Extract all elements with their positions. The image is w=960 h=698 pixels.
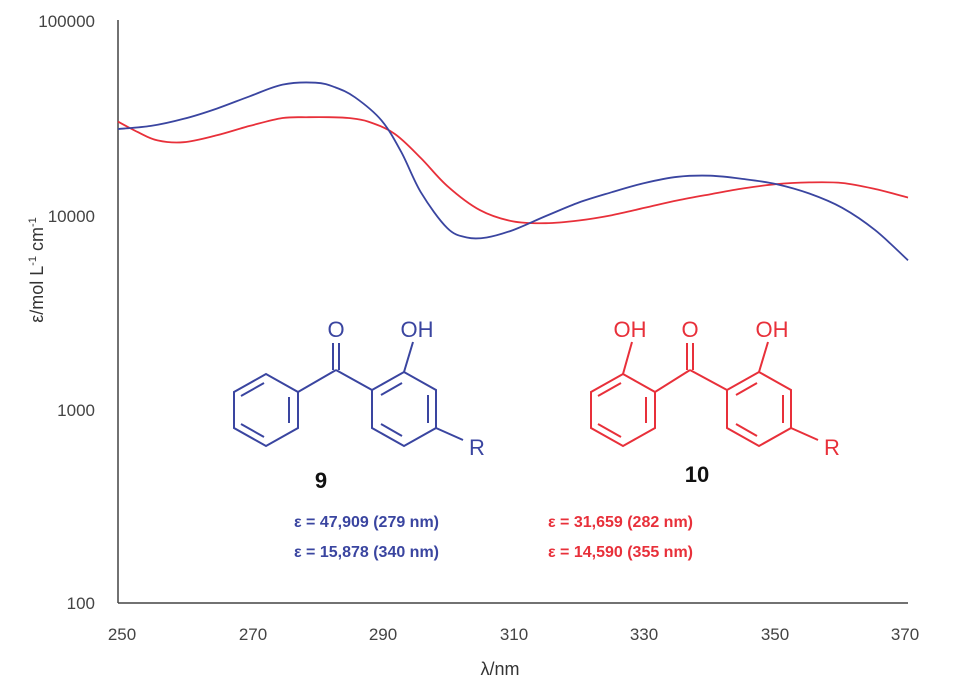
y-tick-label: 100 bbox=[67, 594, 95, 613]
y-tick-label: 1000 bbox=[57, 401, 95, 420]
mol10-oh-right-label: OH bbox=[756, 317, 789, 342]
x-tick-label: 290 bbox=[369, 625, 397, 644]
molecule-9-structure bbox=[233, 341, 464, 448]
x-axis-title: λ/nm bbox=[480, 659, 519, 679]
x-tick-label: 330 bbox=[630, 625, 658, 644]
y-tick-label: 100000 bbox=[38, 12, 95, 31]
series-line-red bbox=[117, 116, 909, 225]
mol10-carbonyl-o-label: O bbox=[681, 317, 698, 342]
x-tick-label: 250 bbox=[108, 625, 136, 644]
mol10-r-label: R bbox=[824, 435, 840, 460]
x-tick-label: 350 bbox=[761, 625, 789, 644]
mol10-epsilon-2: ε = 14,590 (355 nm) bbox=[548, 544, 693, 561]
x-tick-label: 370 bbox=[891, 625, 919, 644]
y-axis-title: ε/mol L-1 cm-1 bbox=[27, 217, 47, 323]
x-tick-label: 270 bbox=[239, 625, 267, 644]
y-tick-label: 10000 bbox=[48, 207, 95, 226]
mol10-epsilon-1: ε = 31,659 (282 nm) bbox=[548, 514, 693, 531]
x-tick-label: 310 bbox=[500, 625, 528, 644]
mol9-carbonyl-o-label: O bbox=[327, 317, 344, 342]
mol9-epsilon-1: ε = 47,909 (279 nm) bbox=[294, 514, 439, 531]
series-line-blue bbox=[117, 81, 909, 261]
compound-9-number: 9 bbox=[315, 468, 327, 493]
mol9-r-label: R bbox=[469, 435, 485, 460]
mol9-oh-label: OH bbox=[401, 317, 434, 342]
molecule-10-structure bbox=[590, 341, 819, 448]
mol10-oh-left-label: OH bbox=[614, 317, 647, 342]
compound-10-number: 10 bbox=[685, 462, 709, 487]
mol9-epsilon-2: ε = 15,878 (340 nm) bbox=[294, 544, 439, 561]
